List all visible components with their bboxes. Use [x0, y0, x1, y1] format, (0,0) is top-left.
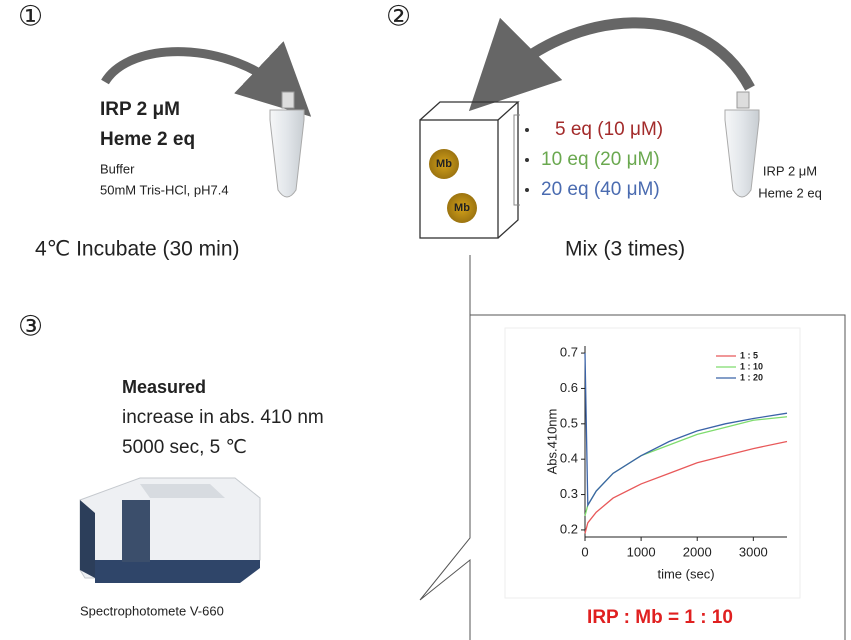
option: 5 eq (10 μM) [555, 119, 663, 140]
arrow [101, 41, 312, 117]
mb-label: Mb [454, 202, 470, 214]
tube-label: Heme 2 eq [758, 185, 822, 200]
step-number: ① [18, 0, 43, 31]
legend-label: 1 : 5 [740, 350, 758, 360]
mb-bead [429, 149, 459, 179]
chart-panel [504, 327, 801, 599]
buffer: Buffer [100, 161, 135, 176]
y-tick-label: 0.7 [560, 345, 578, 360]
step-number: ③ [18, 310, 43, 341]
y-tick-label: 0.5 [560, 415, 578, 430]
x-tick-label: 1000 [627, 544, 656, 559]
measure-detail: increase in abs. 410 nm [122, 407, 324, 428]
tube-label: IRP 2 μM [763, 163, 817, 178]
x-axis-label: time (sec) [657, 566, 714, 581]
bullet [525, 188, 529, 192]
bracket [513, 114, 520, 206]
legend-label: 1 : 20 [740, 372, 763, 382]
bullet [525, 128, 529, 132]
buffer-detail: 50mM Tris-HCl, pH7.4 [100, 182, 229, 197]
bullet [525, 158, 529, 162]
reagent: IRP 2 μM [100, 99, 180, 120]
ratio: IRP : Mb = 1 : 10 [587, 607, 733, 628]
option: 10 eq (20 μM) [541, 149, 660, 170]
y-tick-label: 0.4 [560, 451, 578, 466]
step-number: ② [386, 0, 411, 31]
tube [724, 91, 760, 198]
mb-bead [447, 193, 477, 223]
x-tick-label: 0 [581, 544, 588, 559]
heading: Measured [122, 377, 206, 397]
x-tick-label: 3000 [739, 544, 768, 559]
cuvette [419, 101, 520, 239]
reagent: Heme 2 eq [100, 129, 195, 150]
measure-detail: 5000 sec, 5 ℃ [122, 437, 247, 458]
series-line [584, 440, 788, 534]
caption: 4℃ Incubate (30 min) [35, 238, 240, 261]
tube [269, 91, 305, 198]
mb-label: Mb [436, 158, 452, 170]
y-tick-label: 0.2 [560, 521, 578, 536]
y-tick-label: 0.6 [560, 380, 578, 395]
y-tick-label: 0.3 [560, 486, 578, 501]
series-line [584, 353, 788, 508]
instrument-image [79, 477, 261, 583]
legend-label: 1 : 10 [740, 361, 763, 371]
option: 20 eq (40 μM) [541, 179, 660, 200]
y-axis-label: Abs.410nm [544, 409, 559, 475]
arrow [468, 17, 755, 112]
instrument-label: Spectrophotomete V-660 [80, 603, 224, 618]
x-tick-label: 2000 [683, 544, 712, 559]
caption: Mix (3 times) [565, 238, 685, 261]
